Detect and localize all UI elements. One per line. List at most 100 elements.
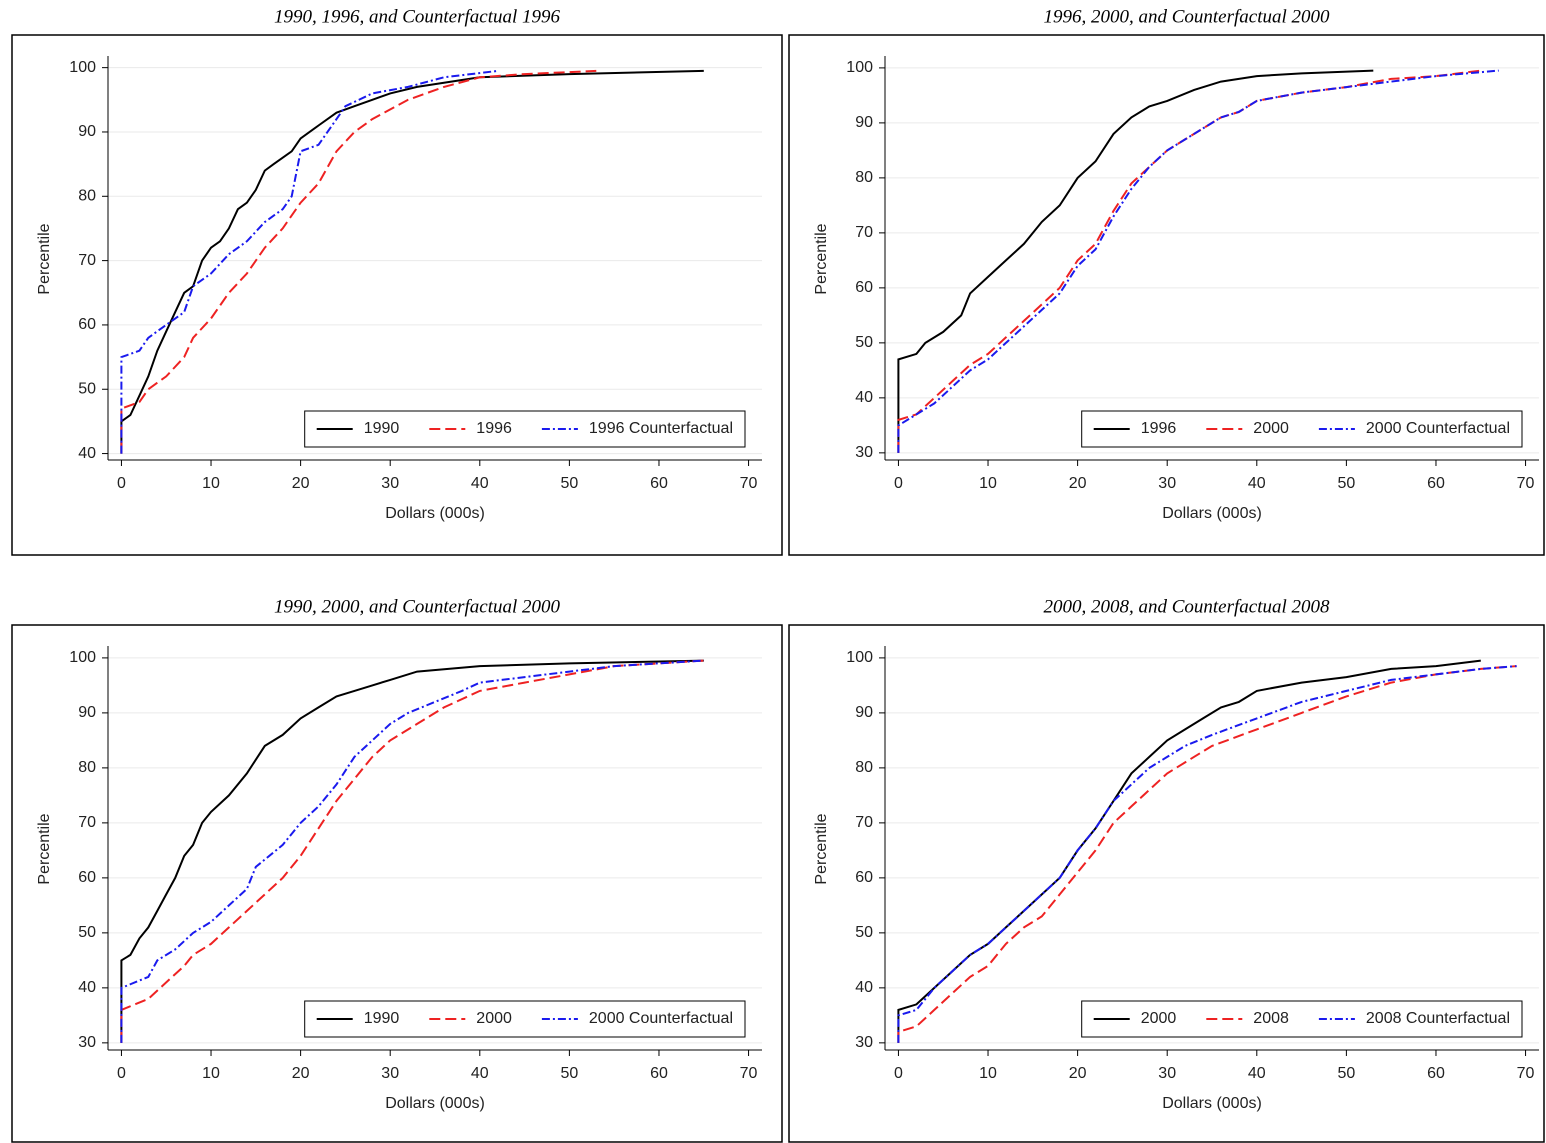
data-line [897,665,1517,1043]
y-tick-label: 60 [855,279,873,296]
data-line [897,69,1374,453]
data-line [897,665,1517,1043]
x-tick-label: 20 [1069,475,1087,492]
y-tick-label: 50 [855,334,873,351]
legend-label: 2008 Counterfactual [1366,1010,1510,1027]
y-tick-label: 80 [78,759,96,776]
x-tick-label: 40 [471,1065,489,1082]
y-axis-label: Percentile [36,223,53,294]
y-tick-label: 60 [855,869,873,886]
legend-label: 1996 [1141,420,1177,437]
legend-label: 2000 Counterfactual [589,1010,733,1027]
legend-label: 1996 Counterfactual [589,420,733,437]
data-line [897,69,1481,453]
y-tick-label: 40 [855,389,873,406]
x-tick-label: 10 [202,475,220,492]
data-line [120,659,704,1043]
y-tick-label: 80 [855,169,873,186]
y-tick-label: 70 [78,252,96,269]
x-tick-label: 10 [979,475,997,492]
x-tick-label: 50 [560,1065,578,1082]
panel-frame [11,34,783,556]
x-tick-label: 0 [894,475,903,492]
legend-label: 2000 [1141,1010,1177,1027]
legend-box [304,1000,746,1038]
panel-title: 1990, 1996, and Counterfactual 1996 [274,6,561,27]
y-tick-label: 90 [855,704,873,721]
y-tick-label: 90 [855,114,873,131]
legend-box [1081,410,1523,448]
x-tick-label: 50 [1337,475,1355,492]
x-tick-label: 70 [1517,475,1535,492]
x-tick-label: 30 [1158,1065,1176,1082]
y-tick-label: 90 [78,704,96,721]
data-line [897,69,1499,453]
y-tick-label: 80 [855,759,873,776]
panel-title: 1990, 2000, and Counterfactual 2000 [274,596,561,617]
x-tick-label: 10 [979,1065,997,1082]
y-tick-label: 100 [69,59,96,76]
x-tick-label: 0 [117,1065,126,1082]
panel-title: 2000, 2008, and Counterfactual 2008 [1043,596,1330,617]
x-tick-label: 20 [1069,1065,1087,1082]
data-line [120,69,704,454]
y-tick-label: 30 [855,1034,873,1051]
legend: 1996 2000 2000 Counterfactual [1081,410,1523,448]
y-tick-label: 70 [855,224,873,241]
x-tick-label: 60 [650,1065,668,1082]
data-line [120,659,704,1043]
y-tick-label: 80 [78,188,96,205]
y-tick-label: 60 [78,869,96,886]
y-tick-label: 100 [69,649,96,666]
legend-label: 1996 [476,420,512,437]
x-tick-label: 40 [471,475,489,492]
legend-label: 1990 [364,420,400,437]
y-tick-label: 50 [855,924,873,941]
legend-label: 1990 [364,1010,400,1027]
y-tick-label: 30 [855,444,873,461]
y-tick-label: 40 [78,979,96,996]
legend: 1990 1996 1996 Counterfactual [304,410,746,448]
x-tick-label: 60 [650,475,668,492]
x-axis-label: Dollars (000s) [1162,1095,1262,1112]
y-axis-label: Percentile [36,813,53,884]
data-line [120,69,498,454]
x-tick-label: 40 [1248,1065,1266,1082]
data-line [897,659,1481,1043]
legend-label: 2008 [1253,1010,1289,1027]
panel-frame [788,34,1545,556]
panel-frame [11,624,783,1143]
y-axis-label: Percentile [813,813,830,884]
x-tick-label: 0 [117,475,126,492]
y-tick-label: 50 [78,380,96,397]
x-tick-label: 70 [740,475,758,492]
x-axis-label: Dollars (000s) [385,505,485,522]
x-tick-label: 50 [1337,1065,1355,1082]
data-line [120,69,597,454]
y-tick-label: 100 [846,59,873,76]
x-tick-label: 70 [1517,1065,1535,1082]
panel-frame [788,624,1545,1143]
legend-label: 2000 [476,1010,512,1027]
legend-box [1081,1000,1523,1038]
data-line [120,659,704,1043]
x-axis-label: Dollars (000s) [385,1095,485,1112]
x-tick-label: 20 [292,1065,310,1082]
legend: 2000 2008 2008 Counterfactual [1081,1000,1523,1038]
x-tick-label: 30 [1158,475,1176,492]
x-tick-label: 0 [894,1065,903,1082]
y-tick-label: 60 [78,316,96,333]
legend-label: 2000 [1253,420,1289,437]
y-tick-label: 30 [78,1034,96,1051]
x-tick-label: 30 [381,1065,399,1082]
y-tick-label: 40 [855,979,873,996]
y-tick-label: 100 [846,649,873,666]
x-tick-label: 60 [1427,1065,1445,1082]
legend-label: 2000 Counterfactual [1366,420,1510,437]
x-axis-label: Dollars (000s) [1162,505,1262,522]
y-tick-label: 40 [78,445,96,462]
x-tick-label: 20 [292,475,310,492]
y-tick-label: 50 [78,924,96,941]
y-tick-label: 90 [78,123,96,140]
legend: 1990 2000 2000 Counterfactual [304,1000,746,1038]
